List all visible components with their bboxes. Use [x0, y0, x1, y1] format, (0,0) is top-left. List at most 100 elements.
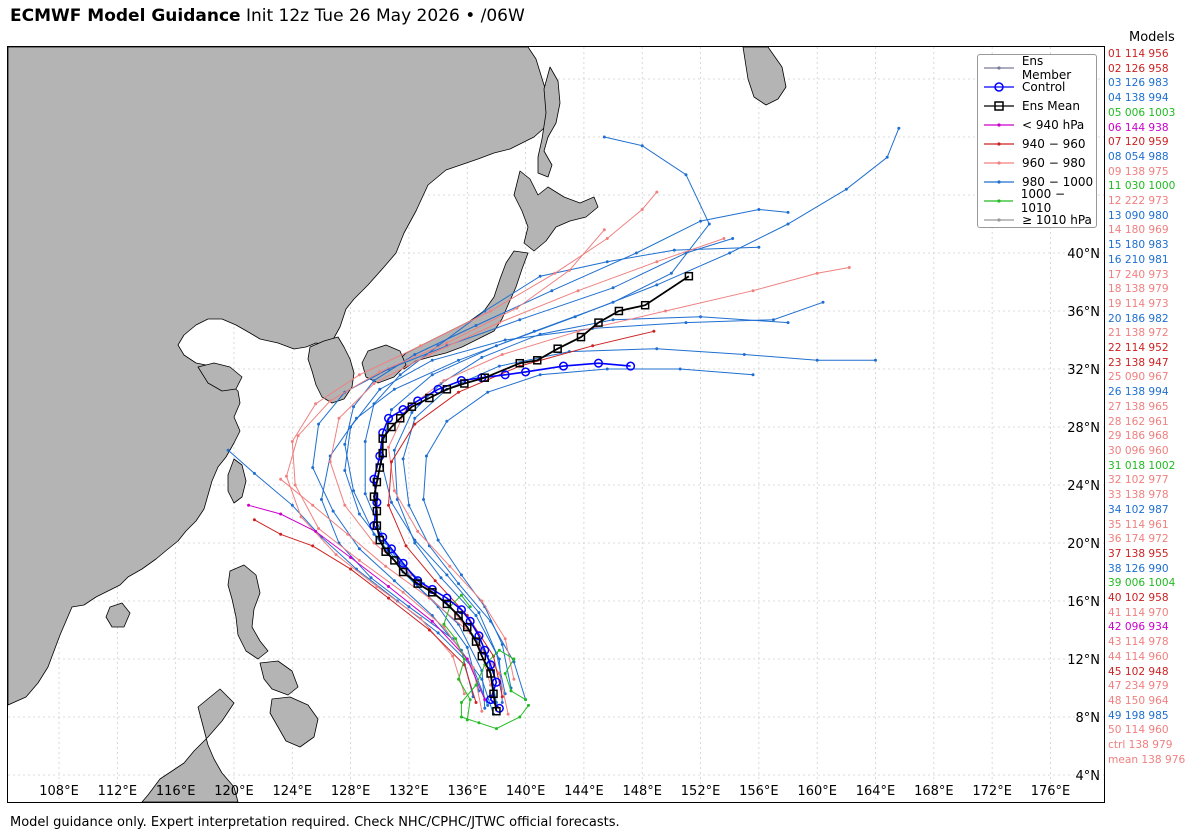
control-track-point [500, 370, 510, 380]
member-track-point [352, 405, 356, 409]
mean-track-point [640, 300, 650, 310]
legend-swatch [984, 180, 1014, 184]
member-track-point [387, 445, 391, 449]
model-entry: 08 054 988 [1108, 150, 1169, 163]
member-track-point [363, 492, 367, 496]
member-track-point [699, 315, 703, 319]
model-entry: 25 090 967 [1108, 371, 1169, 384]
model-entry: 39 006 1004 [1108, 577, 1176, 590]
member-track-point [290, 503, 294, 507]
member-track-point [591, 344, 595, 348]
mean-track [373, 275, 690, 712]
member-track-point [611, 286, 615, 290]
shandong-peninsula [197, 362, 243, 392]
model-entry: 32 102 977 [1108, 474, 1169, 487]
member-track-point [602, 228, 606, 232]
model-entry: 12 222 973 [1108, 195, 1169, 208]
member-track-point [457, 390, 461, 394]
member-track-point [279, 532, 283, 536]
member-track-point [448, 564, 452, 568]
lat-tick-label: 36°N [1067, 305, 1100, 320]
lat-tick-label: 32°N [1067, 363, 1100, 378]
member-track-point [494, 344, 498, 348]
mean-track-point [375, 463, 385, 472]
member-track-point [477, 721, 481, 725]
member-track-point [410, 411, 414, 414]
mean-track-point [463, 622, 472, 632]
member-track-point [486, 703, 490, 707]
member-track-point [419, 616, 423, 620]
member-track-point [331, 509, 335, 513]
control-track-point [383, 413, 394, 423]
member-track-point [518, 318, 522, 322]
member-track-point [401, 590, 405, 594]
model-entry: 40 102 958 [1108, 592, 1169, 605]
member-track-point [567, 268, 571, 272]
legend-entry: ≥ 1010 hPa [984, 211, 1092, 229]
member-track-point [477, 611, 481, 615]
map-svg[interactable]: 108°E 112°E 116°E 120°E 124°E 128°E 132°E 136°E… [0, 20, 1110, 803]
member-track-point [445, 573, 449, 577]
member-track-point [678, 367, 682, 371]
model-entry: 30 096 960 [1108, 444, 1169, 457]
member-track [344, 208, 789, 692]
mean-track-point [614, 306, 624, 316]
member-track [320, 136, 710, 715]
member-track-point [433, 579, 437, 583]
member-track-point [751, 289, 755, 293]
member-track-point [538, 373, 542, 377]
member-track-point [430, 358, 434, 362]
lon-tick-label: 148°E [622, 784, 662, 799]
legend-swatch [984, 199, 1013, 203]
model-entry: 15 180 983 [1108, 239, 1169, 252]
member-track-point [503, 692, 507, 696]
member-track-point [422, 498, 426, 501]
member-track-point [757, 245, 761, 249]
legend-label: < 940 hPa [1022, 118, 1085, 132]
member-track-point [474, 701, 478, 704]
title-bold: ECMWF Model Guidance [10, 6, 241, 26]
member-track-point [462, 692, 466, 696]
member-track-point [378, 370, 382, 374]
control-track-point [626, 361, 636, 371]
member-track [285, 229, 605, 694]
member-track-point [497, 672, 501, 675]
model-entry: 18 138 979 [1108, 283, 1169, 296]
member-track-point [465, 657, 469, 661]
member-track-point [311, 503, 315, 507]
map-frame[interactable]: 108°E 112°E 116°E 120°E 124°E 128°E 132°E 136°E… [0, 20, 1110, 803]
model-entry: 35 114 961 [1108, 518, 1169, 531]
mean-track-point [515, 358, 525, 368]
legend-entry: Ens Mean [984, 97, 1080, 115]
member-track-point [317, 527, 321, 530]
member-track-point [290, 440, 294, 443]
member-track-point [328, 460, 332, 464]
member-track-point [439, 576, 443, 580]
member-track-point [462, 657, 466, 661]
mean-track-point [407, 402, 417, 411]
member-track-point [404, 544, 408, 548]
lat-tick-label: 40°N [1067, 247, 1100, 262]
member-track-point [357, 547, 361, 551]
control-track-point [521, 367, 531, 377]
model-entry: 45 102 948 [1108, 665, 1169, 678]
model-entry: 22 114 952 [1108, 342, 1169, 355]
member-track-point [465, 718, 469, 722]
legend-entry: < 940 hPa [984, 116, 1084, 134]
mean-track-point [460, 379, 469, 388]
member-track-point [874, 358, 878, 362]
member-track-point [497, 364, 501, 368]
mean-track-point [395, 414, 405, 423]
model-entry: 21 138 972 [1108, 327, 1169, 340]
member-track-point [334, 553, 338, 557]
member-track-point [524, 698, 528, 702]
member-track-point [731, 237, 735, 240]
member-track-point [684, 321, 688, 325]
member-track-point [512, 657, 516, 661]
hokkaido [513, 170, 599, 252]
control-track-point [558, 361, 569, 371]
mean-track-point [442, 385, 452, 394]
mean-track-point [477, 651, 487, 661]
member-track-point [387, 585, 391, 588]
taiwan [227, 458, 247, 504]
